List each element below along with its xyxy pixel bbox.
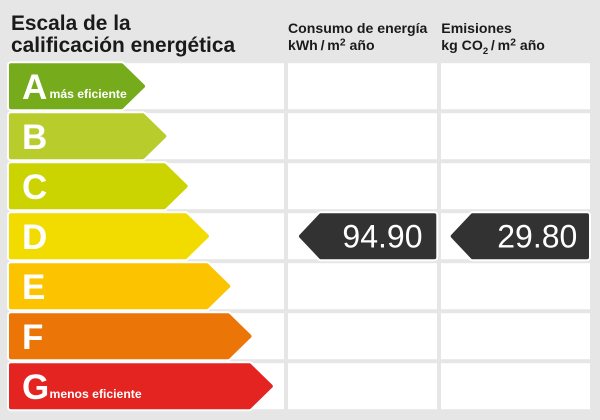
svg-text:kWh / m2 año: kWh / m2 año <box>288 37 375 53</box>
svg-text:B: B <box>22 118 47 157</box>
svg-text:más eficiente: más eficiente <box>50 87 127 101</box>
svg-text:Consumo de energía: Consumo de energía <box>288 20 428 36</box>
svg-text:29.80: 29.80 <box>497 218 577 254</box>
svg-text:menos eficiente: menos eficiente <box>50 387 142 401</box>
svg-text:F: F <box>22 318 43 357</box>
svg-text:E: E <box>22 268 45 307</box>
svg-text:Emisiones: Emisiones <box>441 20 512 36</box>
svg-text:G: G <box>22 368 49 407</box>
svg-text:calificación energética: calificación energética <box>11 34 235 57</box>
svg-text:A: A <box>22 68 47 107</box>
svg-text:Escala de la: Escala de la <box>11 12 131 35</box>
svg-text:kg CO2 / m2 año: kg CO2 / m2 año <box>441 37 545 57</box>
svg-text:D: D <box>22 218 47 257</box>
svg-text:C: C <box>22 168 47 207</box>
svg-text:94.90: 94.90 <box>342 218 422 254</box>
